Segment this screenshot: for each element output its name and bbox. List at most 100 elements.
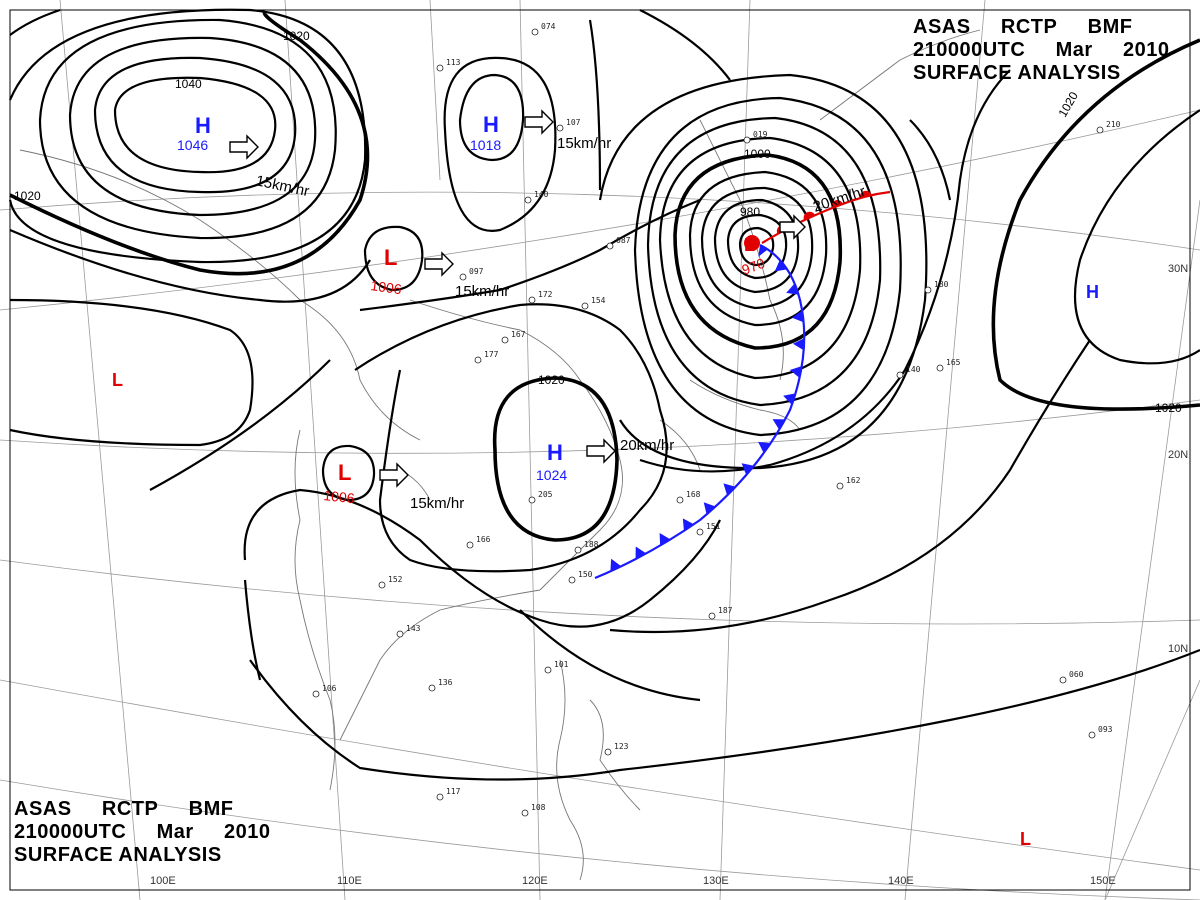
station-pressure: 162 [846, 476, 861, 485]
station-pressure: 188 [584, 540, 599, 549]
high-symbol: H [547, 440, 563, 465]
title-center-code: ASAS [913, 16, 971, 38]
cold-front-triangle [741, 463, 754, 475]
cold-front [594, 244, 806, 580]
station-circle [436, 64, 444, 72]
low-value: 970 [740, 255, 768, 278]
cold-front-triangle [758, 245, 768, 257]
title-time: 210000UTC [14, 821, 127, 843]
station-circle [436, 793, 444, 801]
title-year: 2010 [1123, 39, 1170, 61]
high-symbol: H [483, 112, 499, 137]
station-pressure: 177 [484, 350, 499, 359]
high-value: 1024 [536, 467, 567, 483]
station-circle [606, 242, 614, 250]
coastlines [19, 29, 981, 881]
cold-front-triangle [703, 502, 716, 515]
motion-arrow [524, 109, 554, 135]
station-circle [696, 528, 704, 536]
station-circle [1096, 126, 1104, 134]
station-circle [528, 296, 536, 304]
title-month: Mar [1055, 39, 1093, 61]
station-circle [524, 196, 532, 204]
latitude-label: 10N [1168, 643, 1188, 655]
motion-speed-label: 15km/hr [455, 283, 509, 300]
station-circle [676, 496, 684, 504]
isobar-label: 1020 [538, 373, 565, 387]
station-circle [604, 748, 612, 756]
low-symbol: L [338, 460, 351, 485]
low-marker [744, 235, 760, 251]
station-circle [1088, 731, 1096, 739]
station-circle [428, 684, 436, 692]
title-station-code: RCTP [101, 798, 159, 820]
station-pressure: 140 [906, 365, 921, 374]
station-pressure: 108 [531, 803, 546, 812]
title-line-2: 210000UTC Mar 2010 [14, 821, 271, 844]
station-circle [708, 612, 716, 620]
high-center: H 1046 [177, 113, 211, 153]
station-circle [1059, 676, 1067, 684]
station-circle [474, 356, 482, 364]
latitude-label: 30N [1168, 263, 1188, 275]
station-pressure: 107 [566, 118, 581, 127]
cold-front-triangle [772, 419, 786, 430]
station-circle [378, 581, 386, 589]
cold-front-triangle [723, 483, 736, 496]
longitude-label: 130E [703, 875, 729, 887]
title-agency-code: BMF [1087, 16, 1133, 38]
warm-front-semicircle [831, 200, 843, 209]
station-circle [924, 286, 932, 294]
station-pressure: 113 [446, 58, 461, 67]
station-circle [501, 336, 509, 344]
cold-front-triangle [610, 558, 622, 572]
longitude-label: 100E [150, 875, 176, 887]
station-circle [936, 364, 944, 372]
low-center: L 970 [740, 235, 768, 278]
cold-front-triangle [635, 546, 647, 560]
station-pressure: 140 [534, 190, 549, 199]
title-time: 210000UTC [913, 39, 1026, 61]
pressure-centers: H 1046 H 1018 L 1006 L 1006 H 1024 L [112, 112, 1099, 849]
station-circle [521, 809, 529, 817]
high-value: 1018 [470, 137, 501, 153]
station-pressure: 019 [753, 130, 768, 139]
low-value: 1006 [370, 277, 403, 297]
longitude-label: 120E [522, 875, 548, 887]
isobar-label: 1020 [1155, 401, 1182, 415]
high-symbol: H [195, 113, 211, 138]
station-pressure: 136 [438, 678, 453, 687]
station-pressure: 117 [446, 787, 461, 796]
station-circle [544, 666, 552, 674]
longitude-label: 110E [337, 875, 362, 887]
station-circle [459, 273, 467, 281]
station-circle [896, 371, 904, 379]
title-block-top: ASAS RCTP BMF 210000UTC Mar 2010 SURFACE… [913, 16, 1170, 85]
title-month: Mar [156, 821, 194, 843]
title-agency-code: BMF [188, 798, 234, 820]
title-line-1: ASAS RCTP BMF [913, 16, 1170, 39]
station-pressure: 101 [554, 660, 569, 669]
station-circle [581, 302, 589, 310]
high-value: 1046 [177, 137, 208, 153]
cold-front-triangle [783, 393, 796, 405]
cold-front-triangle [786, 283, 799, 295]
cold-front-teeth [610, 245, 805, 572]
longitude-label: 150E [1090, 875, 1116, 887]
high-center: H 1018 [470, 112, 501, 153]
station-pressure: 093 [1098, 725, 1113, 734]
station-circle [568, 576, 576, 584]
title-line-3: SURFACE ANALYSIS [913, 62, 1121, 84]
station-pressure: 106 [322, 684, 337, 693]
station-pressure: 151 [706, 522, 721, 531]
motion-arrow [229, 134, 259, 160]
station-plots: 074 113 107 140 087 172 154 167 168 205 162 187 143 1… [312, 22, 1121, 817]
station-circle [466, 541, 474, 549]
motion-speed-label: 15km/hr [557, 135, 611, 152]
station-circle [556, 124, 564, 132]
cold-front-triangle [789, 366, 802, 378]
station-pressure: 165 [946, 358, 961, 367]
low-center: L 1006 [323, 460, 356, 506]
station-circle [836, 482, 844, 490]
